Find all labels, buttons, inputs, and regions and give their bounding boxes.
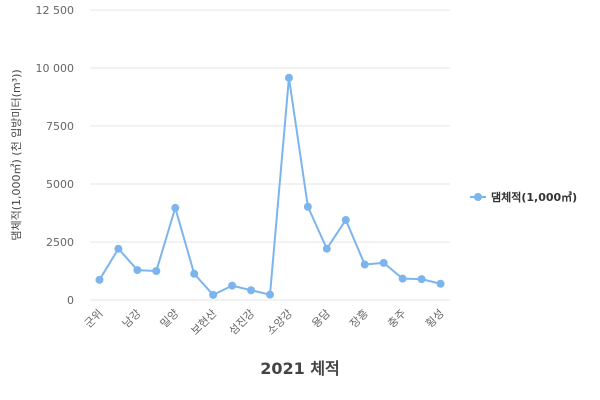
x-tick-label: 보현산 [189,307,220,338]
y-axis-title: 댐체적(1,000㎥) (천 입방미터(m³)) [9,69,23,240]
x-tick-label: 밀양 [158,307,182,331]
data-point[interactable] [322,244,331,253]
y-tick-label: 0 [67,294,74,307]
x-tick-label: 군위 [82,307,106,331]
y-tick-label: 10 000 [36,62,75,75]
series-layer [95,73,445,299]
data-point[interactable] [417,275,426,284]
x-tick-label: 남강 [120,307,144,331]
data-point[interactable] [341,215,350,224]
data-point[interactable] [303,202,312,211]
x-tick-label: 충주 [385,307,409,331]
data-point[interactable] [247,286,256,295]
series-line-0 [98,76,441,296]
data-point[interactable] [190,269,199,278]
y-tick-label: 2500 [46,236,74,249]
x-axis-title: 2021 체적 [260,359,340,378]
data-point[interactable] [398,274,407,283]
data-point[interactable] [152,267,161,275]
data-point[interactable] [95,275,104,284]
y-tick-label: 12 500 [36,4,75,17]
data-point[interactable] [284,73,293,82]
y-axis-ticks: 0 2500 5000 7500 10 000 12 500 [36,4,75,307]
x-tick-label: 소양강 [264,307,295,338]
data-point[interactable] [209,290,218,299]
data-point[interactable] [133,266,142,275]
data-point[interactable] [114,244,123,253]
data-point[interactable] [171,203,180,212]
y-tick-label: 5000 [46,178,74,191]
data-point[interactable] [228,281,237,290]
y-tick-label: 7500 [46,120,74,133]
legend[interactable]: 댐체적(1,000㎥) [470,190,577,204]
x-tick-label: 용담 [309,307,333,331]
legend-point-marker [474,193,482,201]
x-tick-label: 섬진강 [227,307,258,338]
data-point[interactable] [360,260,369,269]
x-axis-ticks: 군위 남강 밀양 보현산 섬진강 소양강 용담 장흥 충주 횡성 [82,306,447,337]
data-point[interactable] [379,258,388,267]
grid-lines [90,9,450,301]
x-tick-label: 횡성 [423,307,447,331]
legend-label: 댐체적(1,000㎥) [491,190,577,204]
data-point[interactable] [266,290,274,299]
x-tick-label: 장흥 [347,306,371,330]
data-point[interactable] [436,279,445,288]
